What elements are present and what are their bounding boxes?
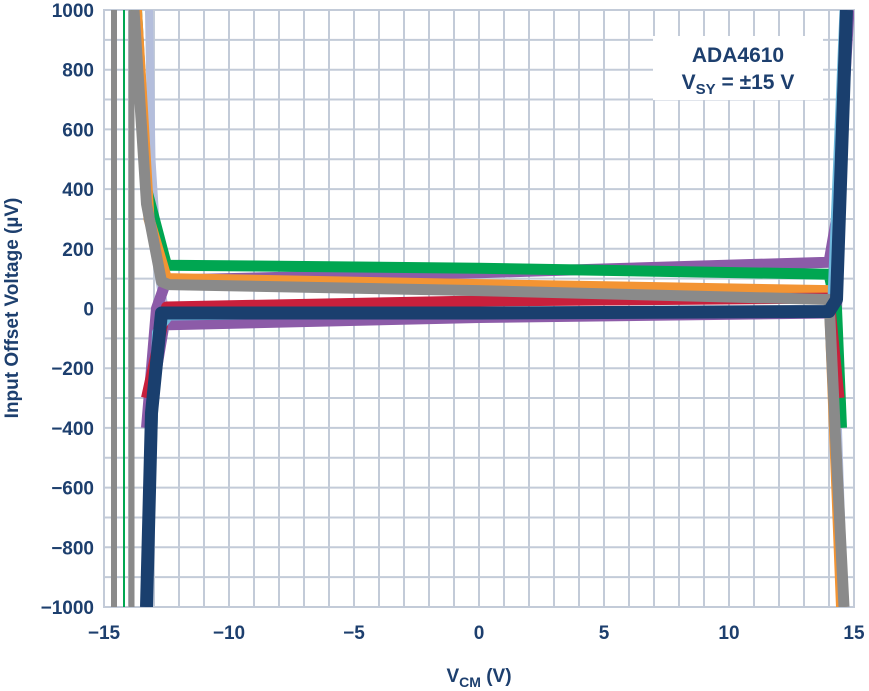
y-tick-label: −800 [51, 538, 94, 559]
x-tick-label: 15 [843, 623, 865, 644]
y-tick-label: 400 [62, 180, 94, 201]
y-axis-title: Input Offset Voltage (µV) [2, 198, 23, 419]
y-tick-label: 0 [83, 300, 94, 321]
x-tick-label: 5 [599, 623, 610, 644]
annotation-line1: ADA4610 [692, 44, 784, 67]
y-tick-label: −400 [51, 419, 94, 440]
annotation: ADA4610 VSY = ±15 V [653, 36, 823, 100]
tick-labels: −15 −10 −5 0 5 10 15 −1000 −800 −600 −400 −200 0 200 4… [41, 1, 865, 644]
series-line-11 [128, 10, 850, 607]
y-tick-label: −200 [51, 359, 94, 380]
x-tick-label: −5 [343, 623, 365, 644]
plot-border [103, 9, 855, 608]
annotation-line2-main: V [682, 71, 696, 94]
annotation-box [653, 36, 823, 100]
series-line-12 [140, 10, 853, 607]
y-tick-label: −600 [51, 479, 94, 500]
y-tick-label: 200 [62, 240, 94, 261]
x-axis-title-sub: CM [459, 674, 481, 690]
y-tick-label: 800 [62, 61, 94, 82]
annotation-line2: VSY = ±15 V [682, 71, 795, 98]
x-axis-title-main: V [446, 666, 459, 687]
x-tick-label: −10 [213, 623, 245, 644]
x-tick-label: −15 [88, 623, 121, 644]
x-tick-label: 0 [474, 623, 485, 644]
series-group [111, 10, 854, 607]
annotation-line2-rest: = ±15 V [716, 71, 795, 94]
x-tick-label: 10 [718, 623, 739, 644]
y-tick-label: 1000 [52, 1, 94, 22]
annotation-line2-sub: SY [696, 81, 716, 98]
x-axis-title-rest: (V) [481, 666, 512, 687]
x-axis-title: VCM (V) [446, 666, 511, 690]
y-tick-label: 600 [62, 120, 94, 141]
y-tick-label: −1000 [41, 598, 94, 619]
